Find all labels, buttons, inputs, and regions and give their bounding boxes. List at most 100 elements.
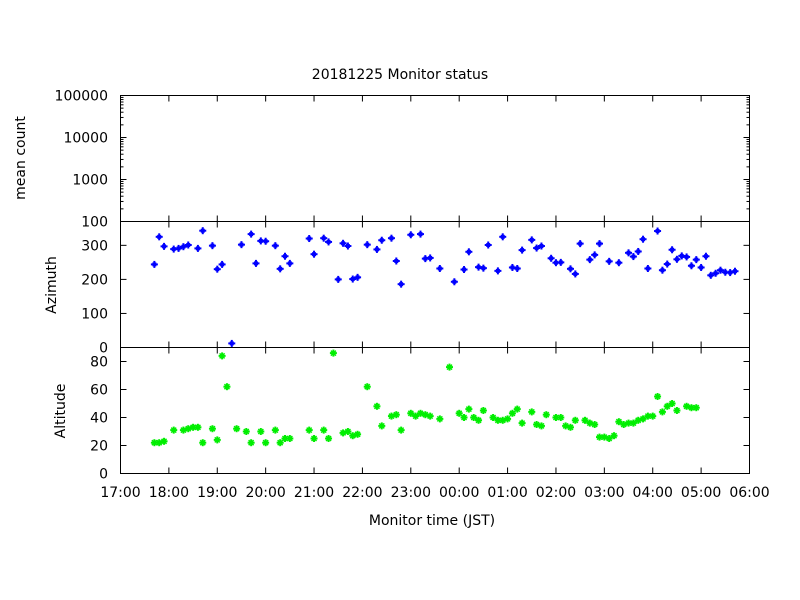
y-tick-label-count: 1000	[72, 173, 108, 189]
marker-stroke	[223, 383, 230, 390]
marker-stroke	[519, 420, 526, 427]
azimuth-point	[571, 270, 579, 278]
marker-core	[162, 244, 167, 249]
azimuth-point	[416, 230, 424, 238]
marker-stroke	[586, 420, 593, 427]
y-tick-label-azimuth: 200	[81, 272, 108, 288]
altitude-point	[305, 426, 313, 434]
marker-core	[674, 257, 679, 262]
azimuth-point	[591, 251, 599, 259]
marker-core	[195, 246, 200, 251]
marker-stroke	[669, 400, 676, 407]
altitude-point	[160, 437, 168, 445]
marker-stroke	[543, 411, 550, 418]
marker-core	[365, 242, 370, 247]
chart-title: 20181225 Monitor status	[312, 67, 488, 83]
marker-stroke	[209, 425, 216, 432]
marker-core	[679, 253, 684, 258]
marker-core	[355, 275, 360, 280]
marker-core	[534, 246, 539, 251]
azimuth-point	[334, 275, 342, 283]
marker-stroke	[325, 435, 332, 442]
marker-stroke	[151, 439, 158, 446]
altitude-point	[339, 429, 347, 437]
x-tick-label: 06:00	[729, 485, 769, 501]
azimuth-point	[658, 266, 666, 274]
marker-stroke	[417, 410, 424, 417]
marker-stroke	[649, 413, 656, 420]
altitude-point	[354, 430, 362, 438]
azimuth-point	[697, 263, 705, 271]
axis-ticks: 17:00 18:00 19:00 20:00 21:00 22:00 23:00 00:00…	[55, 89, 770, 502]
marker-stroke	[344, 428, 351, 435]
marker-core	[486, 242, 491, 247]
marker-stroke	[320, 427, 327, 434]
marker-core	[186, 242, 191, 247]
altitude-point	[373, 402, 381, 410]
marker-core	[437, 266, 442, 271]
azimuth-point	[247, 230, 255, 238]
altitude-point	[566, 423, 574, 431]
azimuth-point	[339, 239, 347, 247]
marker-core	[616, 260, 621, 265]
altitude-point	[446, 363, 454, 371]
marker-core	[549, 256, 554, 261]
altitude-point	[363, 383, 371, 391]
marker-stroke	[581, 417, 589, 424]
marker-core	[220, 262, 225, 267]
marker-core	[423, 256, 428, 261]
marker-stroke	[673, 407, 680, 414]
marker-core	[287, 261, 292, 266]
marker-stroke	[640, 415, 647, 422]
altitude-point	[683, 402, 691, 410]
marker-core	[645, 266, 650, 271]
azimuth-point	[460, 266, 468, 274]
azimuth-point	[349, 275, 357, 283]
marker-core	[408, 232, 413, 237]
azimuth-point	[528, 236, 536, 244]
azimuth-point	[692, 256, 700, 264]
x-tick-label: 18:00	[149, 485, 189, 501]
y-tick-label-altitude: 80	[90, 355, 108, 371]
altitude-point	[378, 422, 386, 430]
marker-core	[732, 269, 737, 274]
marker-core	[312, 252, 317, 257]
azimuth-point	[678, 252, 686, 260]
marker-core	[321, 236, 326, 241]
azimuth-point	[712, 269, 720, 277]
marker-core	[641, 237, 646, 242]
marker-stroke	[688, 404, 695, 411]
altitude-point	[218, 352, 226, 360]
marker-stroke	[257, 428, 264, 435]
marker-stroke	[214, 436, 221, 443]
azimuth-point	[566, 265, 574, 273]
marker-core	[418, 232, 423, 237]
marker-core	[718, 268, 723, 273]
marker-stroke	[436, 415, 443, 422]
marker-core	[176, 246, 181, 251]
marker-core	[684, 254, 689, 259]
y-axis-label-count: mean count	[13, 116, 29, 200]
marker-core	[210, 243, 215, 248]
marker-core	[660, 268, 665, 273]
azimuth-point	[479, 264, 487, 272]
azimuth-point	[286, 259, 294, 267]
altitude-point	[654, 393, 662, 400]
azimuth-point	[537, 242, 545, 250]
marker-stroke	[509, 410, 516, 417]
altitude-point	[591, 421, 599, 428]
y-tick-label-altitude: 0	[99, 467, 108, 483]
marker-core	[326, 239, 331, 244]
altitude-point	[286, 435, 294, 442]
azimuth-point	[499, 233, 507, 241]
azimuth-point	[305, 235, 313, 243]
azimuth-point	[199, 227, 207, 235]
marker-core	[626, 250, 631, 255]
azimuth-point	[354, 273, 362, 281]
altitude-point	[412, 412, 420, 420]
azimuth-point	[663, 260, 671, 268]
y-tick-label-count: 100	[81, 215, 108, 231]
azimuth-point	[208, 242, 216, 250]
marker-stroke	[610, 432, 618, 439]
x-tick-label: 17:00	[100, 485, 140, 501]
